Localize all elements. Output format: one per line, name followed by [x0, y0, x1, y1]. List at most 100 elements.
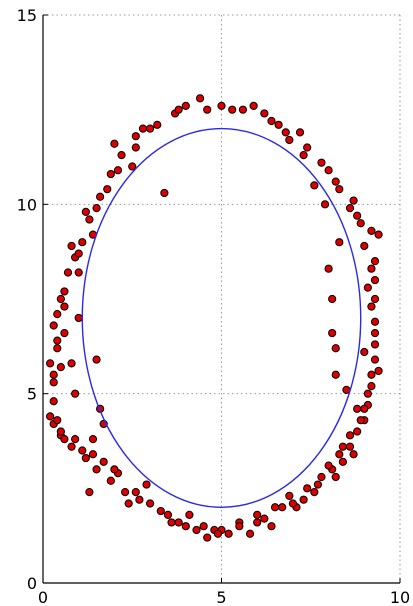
data-point	[324, 264, 333, 273]
data-point	[110, 465, 119, 474]
data-point	[167, 518, 176, 527]
y-tick-label: 10	[17, 195, 37, 214]
data-point	[367, 370, 376, 379]
data-point	[278, 503, 287, 512]
data-point	[163, 510, 173, 519]
data-point	[360, 241, 369, 251]
data-point	[228, 105, 237, 114]
y-tick-label: 0	[27, 574, 37, 593]
data-point	[88, 450, 98, 459]
data-point	[92, 355, 101, 364]
y-tick-label: 15	[17, 6, 37, 25]
data-point	[113, 166, 123, 175]
data-point	[56, 427, 65, 436]
data-point	[370, 340, 380, 349]
data-point	[106, 169, 115, 179]
data-point	[313, 480, 322, 489]
data-point	[99, 457, 108, 466]
data-point	[81, 207, 90, 217]
data-point	[56, 294, 65, 304]
data-point	[335, 238, 344, 247]
data-point	[331, 370, 340, 379]
data-point	[67, 241, 76, 251]
data-point	[370, 328, 380, 338]
data-point	[56, 363, 65, 372]
data-point	[213, 529, 223, 538]
data-point	[285, 135, 294, 145]
data-point	[274, 120, 283, 129]
data-point	[110, 139, 119, 148]
x-tick-label: 5	[216, 588, 226, 606]
data-point	[53, 416, 62, 425]
data-point	[253, 518, 262, 527]
data-point	[92, 204, 101, 213]
data-point	[49, 397, 58, 406]
data-point	[60, 302, 69, 311]
data-point	[331, 177, 340, 186]
data-point	[356, 416, 365, 425]
data-point	[96, 192, 105, 201]
data-point	[103, 185, 112, 194]
data-point	[353, 427, 362, 436]
data-point	[299, 151, 308, 160]
data-point	[353, 404, 362, 413]
data-point	[370, 355, 380, 364]
data-points	[46, 94, 383, 542]
data-point	[235, 522, 244, 531]
data-point	[81, 453, 90, 463]
data-point	[199, 522, 208, 531]
data-point	[203, 533, 212, 542]
data-point	[370, 257, 380, 266]
data-point	[260, 514, 269, 523]
data-point	[124, 499, 133, 508]
data-point	[63, 268, 73, 277]
data-point	[85, 215, 94, 224]
data-point	[328, 328, 337, 338]
data-point	[224, 529, 233, 538]
x-tick-label: 10	[390, 588, 410, 606]
data-point	[360, 347, 369, 357]
data-point	[270, 503, 280, 512]
data-point	[88, 435, 98, 444]
data-point	[356, 219, 365, 228]
axes	[42, 14, 401, 584]
data-point	[195, 94, 205, 103]
tick-labels: 0 5 10 0 5 10 15	[17, 6, 411, 606]
data-point	[288, 499, 297, 508]
data-point	[53, 344, 62, 353]
data-point	[360, 404, 369, 413]
data-point	[85, 488, 94, 497]
data-point	[174, 518, 183, 527]
data-point	[324, 461, 333, 470]
fit-ellipse	[81, 127, 362, 508]
data-point	[74, 249, 83, 258]
data-point	[53, 336, 62, 345]
data-point	[74, 268, 83, 277]
data-point	[238, 105, 248, 114]
data-point	[60, 287, 69, 296]
data-point	[367, 226, 376, 235]
y-tick-label: 5	[27, 385, 37, 404]
data-point	[310, 181, 319, 190]
data-point	[49, 370, 58, 379]
data-point	[160, 188, 169, 198]
data-point	[181, 101, 190, 110]
data-point	[192, 525, 201, 535]
data-point	[363, 389, 372, 398]
data-point	[156, 506, 165, 516]
data-point	[338, 442, 347, 451]
data-point	[295, 128, 305, 137]
data-point	[285, 491, 294, 501]
data-point	[217, 101, 226, 110]
data-point	[345, 204, 355, 213]
data-point	[146, 124, 155, 133]
data-point	[349, 450, 358, 459]
data-point	[185, 510, 194, 519]
data-point	[78, 238, 87, 247]
data-point	[67, 442, 76, 451]
data-point	[71, 435, 80, 444]
x-tick-label: 0	[38, 588, 48, 606]
data-point	[67, 359, 76, 368]
data-point	[370, 317, 380, 326]
